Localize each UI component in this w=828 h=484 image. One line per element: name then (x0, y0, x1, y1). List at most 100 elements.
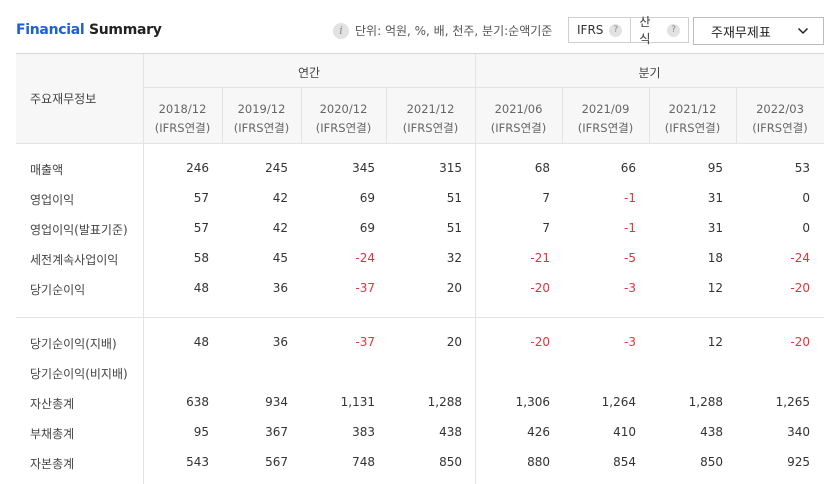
column-basis: (IFRS연결) (402, 121, 459, 135)
table-cell: 42 (272, 221, 288, 235)
column-period: 2021/09 (581, 102, 630, 116)
table-cell: -24 (790, 251, 810, 265)
table-cell: 31 (707, 221, 723, 235)
row-header-label: 주요재무정보 (30, 92, 97, 106)
table-cell: -37 (355, 281, 375, 295)
table-cell: 748 (352, 455, 375, 469)
table-cell: 95 (707, 161, 723, 175)
calc-button[interactable]: 산식 ? (630, 15, 688, 46)
column-period: 2018/12 (158, 102, 207, 116)
table-cell: 69 (359, 191, 375, 205)
table-cell: 12 (707, 281, 723, 295)
help-icon[interactable]: ? (609, 23, 623, 37)
divider (649, 88, 650, 143)
info-icon[interactable]: i (333, 22, 349, 39)
table-cell: 315 (439, 161, 462, 175)
table-cell: 31 (707, 191, 723, 205)
table-cell: 20 (446, 335, 462, 349)
table-cell: 850 (700, 455, 723, 469)
table-header (16, 54, 824, 144)
table-cell: 45 (272, 251, 288, 265)
table-cell: -24 (355, 251, 375, 265)
column-period: 2021/06 (494, 102, 543, 116)
column-header: 2018/12 (IFRS연결) (143, 100, 222, 138)
statement-select[interactable]: 주재무제표 (693, 17, 824, 45)
table-cell: -5 (624, 251, 636, 265)
divider (143, 87, 824, 88)
standard-toggle-group: IFRS ? 산식 ? (568, 15, 689, 46)
table-cell: 345 (352, 161, 375, 175)
column-header: 2022/03 (IFRS연결) (736, 100, 824, 138)
column-header: 2021/09 (IFRS연결) (562, 100, 649, 138)
row-label: 부채총계 (30, 427, 75, 441)
table-cell: 246 (186, 161, 209, 175)
row-label: 당기순이익(비지배) (30, 367, 128, 381)
title-summary: Summary (88, 22, 162, 38)
table-cell: 567 (265, 455, 288, 469)
row-label: 자산총계 (30, 397, 75, 411)
calc-label: 산식 (639, 15, 651, 46)
table-cell: 42 (272, 191, 288, 205)
table-cell: 340 (787, 425, 810, 439)
table-cell: 438 (700, 425, 723, 439)
table-cell: 7 (542, 191, 550, 205)
divider (386, 88, 387, 143)
help-icon[interactable]: ? (667, 23, 680, 37)
table-cell: 58 (193, 251, 209, 265)
column-period: 2019/12 (237, 102, 286, 116)
row-label: 자본총계 (30, 457, 75, 471)
divider (475, 54, 476, 484)
table-cell: 410 (613, 425, 636, 439)
table-cell: 383 (352, 425, 375, 439)
column-basis: (IFRS연결) (154, 121, 211, 135)
table-cell: 367 (265, 425, 288, 439)
table-cell: 0 (802, 191, 810, 205)
divider (222, 88, 223, 143)
table-cell: 36 (272, 335, 288, 349)
table-cell: 48 (193, 281, 209, 295)
table-cell: 1,265 (775, 395, 810, 409)
column-header: 2021/12 (IFRS연결) (649, 100, 736, 138)
table-cell: 68 (534, 161, 550, 175)
column-basis: (IFRS연결) (752, 121, 808, 135)
table-cell: 66 (620, 161, 636, 175)
divider (562, 88, 563, 143)
ifrs-label: IFRS (577, 23, 604, 37)
table-cell: 880 (527, 455, 550, 469)
column-basis: (IFRS연결) (490, 121, 547, 135)
table-cell: 48 (193, 335, 209, 349)
ifrs-button[interactable]: IFRS ? (569, 18, 630, 42)
row-label: 당기순이익(지배) (30, 337, 117, 351)
table-cell: -37 (355, 335, 375, 349)
divider (143, 54, 144, 484)
column-header: 2021/12 (IFRS연결) (386, 100, 475, 138)
table-cell: 850 (439, 455, 462, 469)
table-cell: 32 (446, 251, 462, 265)
table-cell: -20 (790, 281, 810, 295)
table-cell: 638 (186, 395, 209, 409)
table-cell: 95 (193, 425, 209, 439)
row-label: 영업이익 (30, 193, 75, 207)
table-cell: 245 (265, 161, 288, 175)
table-cell: 0 (802, 221, 810, 235)
table-cell: 1,264 (601, 395, 636, 409)
table-cell: -1 (624, 191, 636, 205)
unit-text: 단위: 억원, %, 배, 천주, 분기:순액기준 (355, 24, 553, 38)
unit-info: i 단위: 억원, %, 배, 천주, 분기:순액기준 (333, 22, 552, 39)
table-cell: 20 (446, 281, 462, 295)
table-cell: -20 (530, 281, 550, 295)
chevron-down-icon (797, 27, 809, 35)
column-period: 2020/12 (319, 102, 368, 116)
table-cell: -20 (790, 335, 810, 349)
table-cell: 51 (446, 191, 462, 205)
table-cell: -3 (624, 335, 636, 349)
divider (736, 88, 737, 143)
table-cell: 12 (707, 335, 723, 349)
row-label: 당기순이익 (30, 283, 86, 297)
table-cell: 51 (446, 221, 462, 235)
column-period: 2021/12 (406, 102, 455, 116)
table-cell: 18 (707, 251, 723, 265)
column-basis: (IFRS연결) (315, 121, 372, 135)
table-cell: 934 (265, 395, 288, 409)
group-annual: 연간 (297, 66, 321, 80)
